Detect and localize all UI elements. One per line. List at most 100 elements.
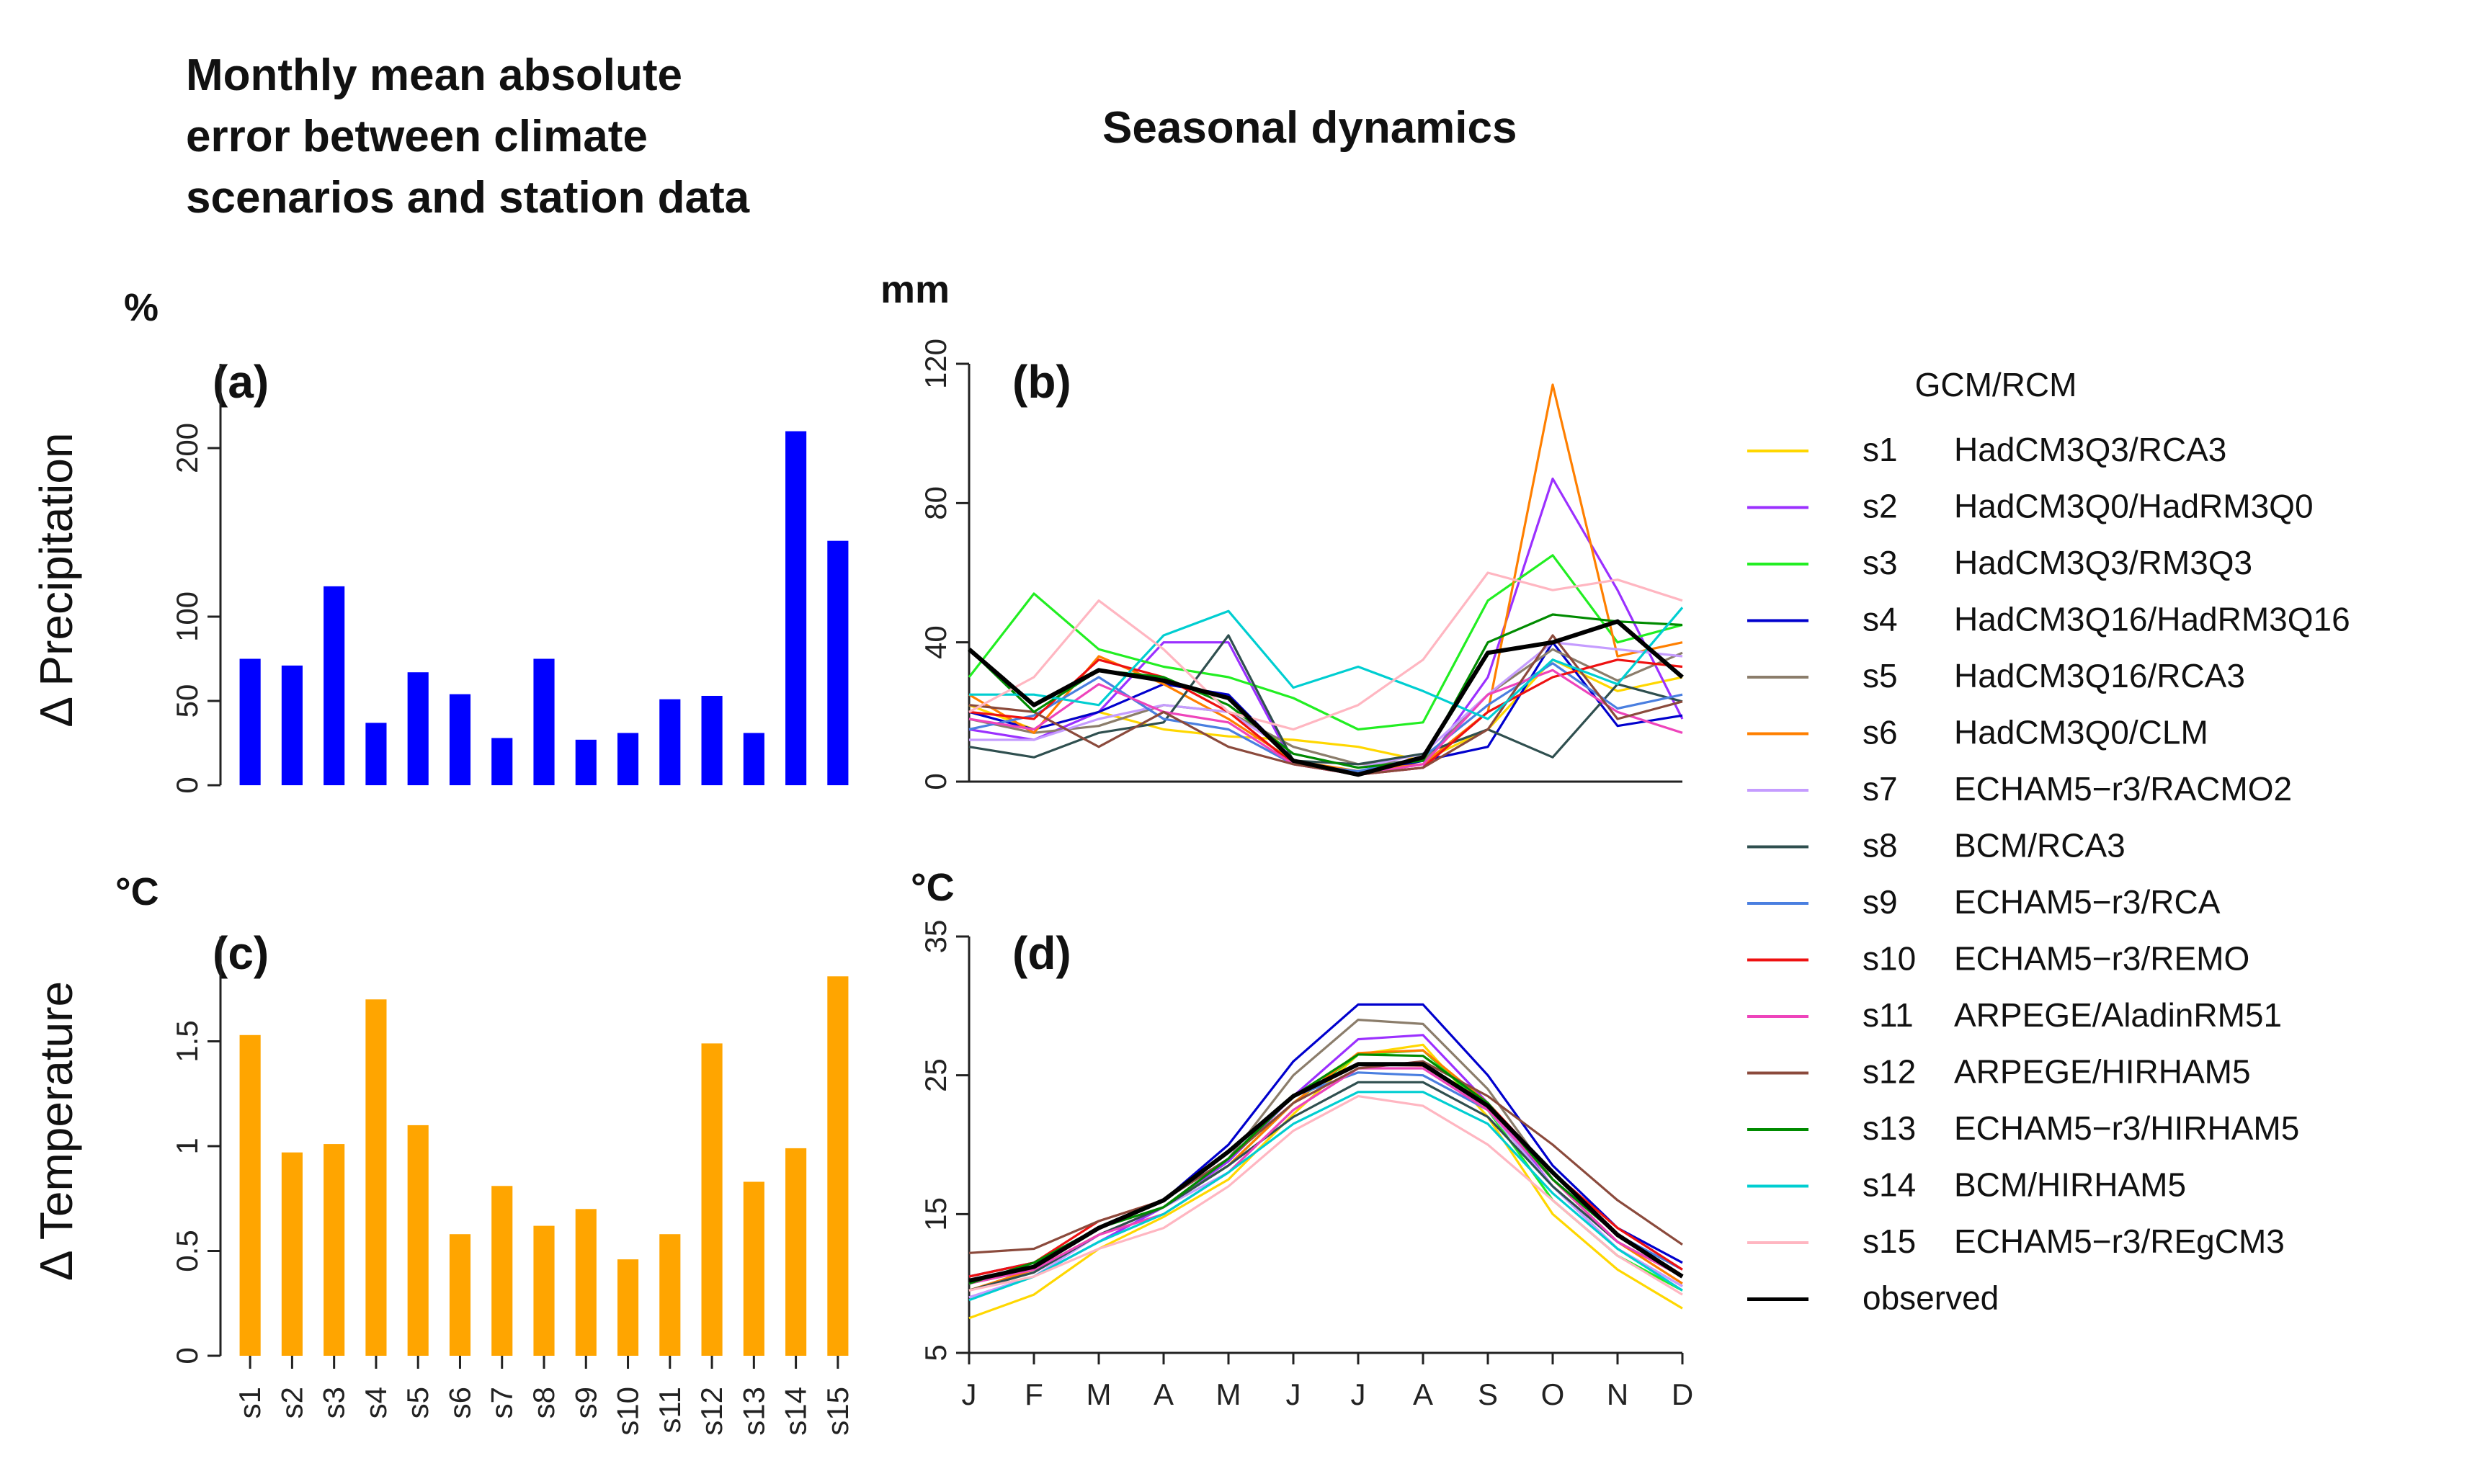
bar-s9 xyxy=(575,1209,597,1356)
series-line-s3 xyxy=(968,554,1683,731)
legend-name-s1: HadCM3Q3/RCA3 xyxy=(1954,431,2226,468)
legend-id-s12: s12 xyxy=(1863,1053,1916,1091)
x-tick-label-month: J xyxy=(962,1377,977,1411)
x-tick-label-month: S xyxy=(1478,1377,1498,1411)
bar-s4 xyxy=(365,723,387,785)
x-tick-label-month: J xyxy=(1351,1377,1366,1411)
y-tick-label-b: 80 xyxy=(919,486,953,520)
bar-s6 xyxy=(449,694,471,785)
x-tick-label-s10: s10 xyxy=(611,1387,645,1436)
legend-name-s3: HadCM3Q3/RM3Q3 xyxy=(1954,544,2252,581)
panel-c-bar-chart: 0 0.5 1 1.5 s1 s2 s3 s4 s5 s6 s7 s8 s9 s10 s11 s12 s13 s1… xyxy=(170,937,855,1436)
legend-title: GCM/RCM xyxy=(1915,366,2077,403)
x-tick-label-month: M xyxy=(1216,1377,1241,1411)
y-tick-label-c: 0 xyxy=(170,1347,204,1364)
left-title-line-3: scenarios and station data xyxy=(186,173,750,223)
legend-id-s5: s5 xyxy=(1863,657,1898,694)
y-tick-label-c: 1.5 xyxy=(170,1020,204,1062)
series-line-s15 xyxy=(968,571,1683,731)
bar-s3 xyxy=(324,586,345,785)
y-tick-label-d: 35 xyxy=(919,920,953,954)
legend-name-s10: ECHAM5−r3/REMO xyxy=(1954,940,2249,978)
x-tick-label-s3: s3 xyxy=(317,1387,351,1418)
x-tick-label-month: D xyxy=(1672,1377,1693,1411)
legend-id-s6: s6 xyxy=(1863,714,1898,751)
panel-label-a: (a) xyxy=(213,356,269,408)
x-tick-label-s8: s8 xyxy=(527,1387,561,1418)
panel-label-c: (c) xyxy=(213,927,269,979)
legend-name-s7: ECHAM5−r3/RACMO2 xyxy=(1954,770,2292,808)
panel-label-b: (b) xyxy=(1012,356,1071,408)
panel-d-line-chart: 5 15 25 35 J F M A M J J A S O N D xyxy=(919,920,1693,1411)
y-tick-label-a: 0 xyxy=(170,777,204,793)
y-tick-label-a: 200 xyxy=(170,423,204,473)
x-tick-label-month: F xyxy=(1025,1377,1043,1411)
x-tick-label-month: A xyxy=(1413,1377,1433,1411)
legend-id-s10: s10 xyxy=(1863,940,1916,978)
bar-s8 xyxy=(533,658,555,785)
x-tick-label-s9: s9 xyxy=(568,1387,602,1418)
y-tick-label-a: 50 xyxy=(170,684,204,718)
legend-name-s2: HadCM3Q0/HadRM3Q0 xyxy=(1954,488,2314,525)
x-tick-label-s5: s5 xyxy=(401,1387,434,1418)
legend-id-s13: s13 xyxy=(1863,1109,1916,1147)
legend-name-s11: ARPEGE/AladinRM51 xyxy=(1954,996,2282,1034)
legend-name-observed: observed xyxy=(1863,1279,1999,1317)
series-line-s1 xyxy=(968,658,1683,762)
right-title: Seasonal dynamics xyxy=(1102,103,1517,153)
bar-s6 xyxy=(449,1234,471,1356)
panel-label-d: (d) xyxy=(1012,927,1071,979)
legend-name-s12: ARPEGE/HIRHAM5 xyxy=(1954,1053,2251,1091)
series-line-s9 xyxy=(968,1071,1683,1285)
x-tick-label-s13: s13 xyxy=(736,1387,770,1436)
legend-id-s15: s15 xyxy=(1863,1222,1916,1260)
y-tick-label-a: 100 xyxy=(170,591,204,642)
x-tick-label-month: A xyxy=(1154,1377,1174,1411)
legend-id-s1: s1 xyxy=(1863,431,1898,468)
x-tick-label-s7: s7 xyxy=(485,1387,519,1418)
legend-name-s4: HadCM3Q16/HadRM3Q16 xyxy=(1954,601,2350,638)
bar-s10 xyxy=(617,733,639,785)
legend-name-s6: HadCM3Q0/CLM xyxy=(1954,714,2208,751)
bar-s2 xyxy=(281,1152,303,1356)
series-line-observed xyxy=(968,619,1684,777)
x-tick-label-month: J xyxy=(1286,1377,1301,1411)
legend-name-s8: BCM/RCA3 xyxy=(1954,827,2126,864)
row-label-precipitation: Δ Precipitation xyxy=(30,432,82,727)
bar-s2 xyxy=(281,665,303,785)
bar-s3 xyxy=(324,1144,345,1356)
unit-label-d: °C xyxy=(911,866,955,909)
bar-s15 xyxy=(827,540,849,785)
bar-s13 xyxy=(743,1181,764,1356)
bar-s11 xyxy=(659,1234,681,1356)
legend-name-s13: ECHAM5−r3/HIRHAM5 xyxy=(1954,1109,2299,1147)
bar-s12 xyxy=(701,695,723,785)
series-line-s15 xyxy=(968,1094,1683,1296)
y-tick-label-c: 1 xyxy=(170,1137,204,1154)
x-tick-label-month: N xyxy=(1607,1377,1628,1411)
y-tick-label-b: 0 xyxy=(919,773,953,790)
y-tick-label-d: 5 xyxy=(919,1344,953,1361)
bar-s8 xyxy=(533,1225,555,1356)
bar-s15 xyxy=(827,976,849,1356)
legend-name-s9: ECHAM5−r3/RCA xyxy=(1954,883,2221,921)
legend-name-s14: BCM/HIRHAM5 xyxy=(1954,1166,2186,1204)
bar-s14 xyxy=(785,431,807,785)
bar-s10 xyxy=(617,1259,639,1356)
bar-s9 xyxy=(575,739,597,785)
row-label-temperature: Δ Temperature xyxy=(30,981,82,1281)
bar-s5 xyxy=(407,672,429,785)
series-line-s14 xyxy=(969,607,1684,720)
left-title-line-1: Monthly mean absolute xyxy=(186,50,682,100)
bar-s5 xyxy=(407,1125,429,1356)
legend-id-s9: s9 xyxy=(1863,883,1898,921)
x-tick-label-s2: s2 xyxy=(275,1387,308,1418)
series-line-s14 xyxy=(968,1091,1683,1302)
panel-b-line-chart: 0 40 80 120 xyxy=(919,339,1684,790)
bar-s14 xyxy=(785,1148,807,1356)
series-line-s12 xyxy=(968,634,1683,776)
x-tick-label-s4: s4 xyxy=(359,1387,393,1418)
bar-s12 xyxy=(701,1043,723,1356)
unit-label-c: °C xyxy=(115,870,159,913)
x-tick-label-s11: s11 xyxy=(653,1387,687,1434)
